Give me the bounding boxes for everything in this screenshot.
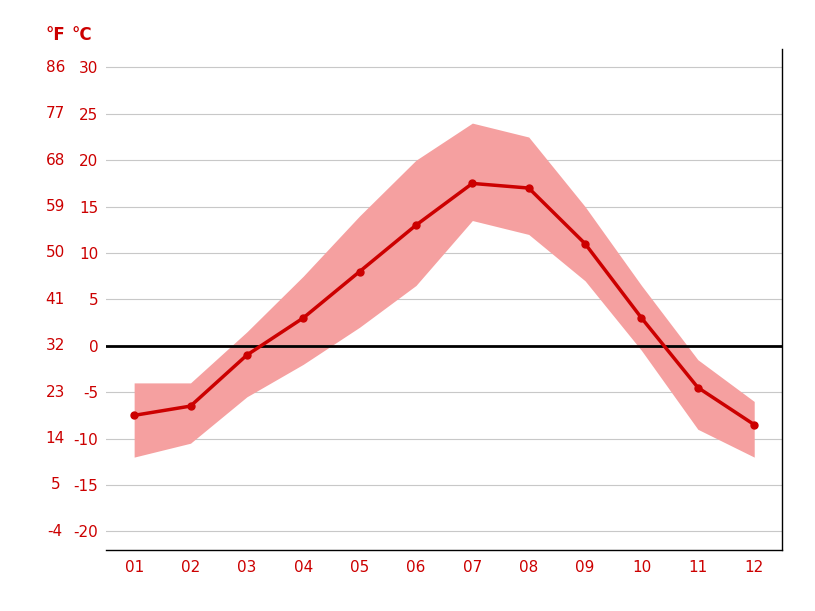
Text: 59: 59 (46, 199, 65, 214)
Text: -4: -4 (47, 524, 63, 539)
Text: °F: °F (46, 26, 65, 44)
Text: 5: 5 (51, 477, 60, 492)
Text: 14: 14 (46, 431, 65, 446)
Text: 77: 77 (46, 106, 65, 122)
Text: 86: 86 (46, 60, 65, 75)
Text: 50: 50 (46, 246, 65, 260)
Text: °C: °C (72, 26, 93, 44)
Text: 68: 68 (46, 153, 65, 167)
Text: 41: 41 (46, 292, 65, 307)
Text: 23: 23 (46, 385, 65, 400)
Text: 32: 32 (46, 338, 65, 353)
